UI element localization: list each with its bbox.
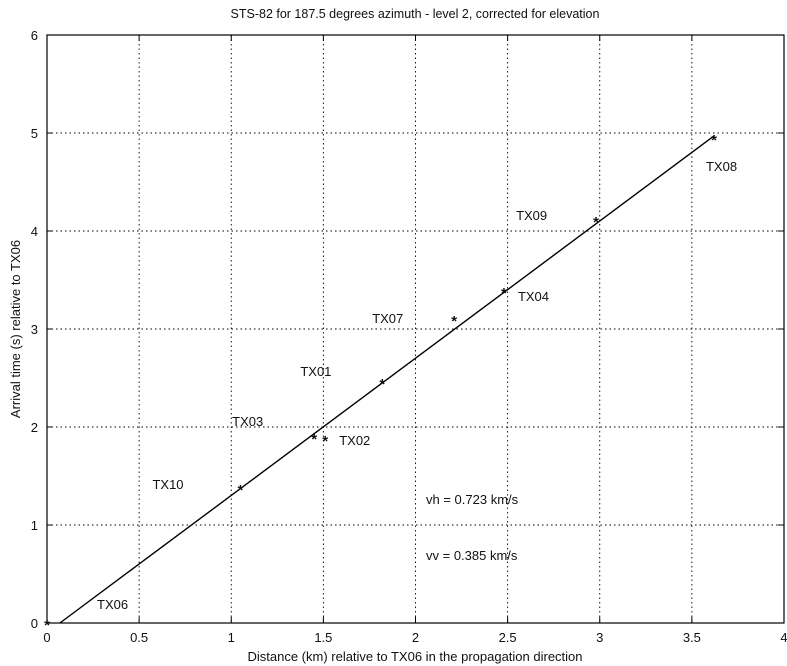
x-tick-label: 1 (228, 630, 235, 645)
y-tick-label: 2 (31, 420, 38, 435)
point-label-tx08: TX08 (706, 159, 737, 174)
y-axis: 0 1 2 3 4 5 6 (31, 28, 784, 631)
data-points: * * * * * * * * * (44, 132, 717, 634)
data-point-tx04: * (501, 285, 507, 302)
point-label-tx09: TX09 (516, 208, 547, 223)
point-label-tx01: TX01 (300, 364, 331, 379)
data-point-tx03: * (311, 431, 317, 448)
data-point-tx07: * (451, 313, 457, 330)
x-tick-label: 0 (43, 630, 50, 645)
data-point-tx06: * (44, 617, 50, 634)
x-tick-label: 2 (412, 630, 419, 645)
x-tick-label: 1.5 (314, 630, 332, 645)
x-tick-label: 0.5 (130, 630, 148, 645)
y-tick-label: 1 (31, 518, 38, 533)
data-point-tx08: * (711, 132, 717, 149)
annotation-vh: vh = 0.723 km/s (426, 492, 519, 507)
y-tick-label: 6 (31, 28, 38, 43)
data-point-tx10: * (238, 482, 244, 499)
chart-title: STS-82 for 187.5 degrees azimuth - level… (231, 7, 600, 21)
grid (47, 35, 784, 623)
x-tick-label: 2.5 (499, 630, 517, 645)
data-point-tx02: * (322, 433, 328, 450)
y-tick-label: 4 (31, 224, 38, 239)
y-tick-label: 5 (31, 126, 38, 141)
point-label-tx06: TX06 (97, 597, 128, 612)
x-tick-label: 3 (596, 630, 603, 645)
point-label-tx07: TX07 (372, 311, 403, 326)
y-tick-label: 0 (31, 616, 38, 631)
fit-line (59, 135, 715, 624)
x-axis: 0 0.5 1 1.5 2 2.5 3 3.5 4 (43, 35, 787, 645)
x-tick-label: 4 (780, 630, 787, 645)
x-axis-label: Distance (km) relative to TX06 in the pr… (247, 649, 582, 664)
y-tick-label: 3 (31, 322, 38, 337)
x-tick-label: 3.5 (683, 630, 701, 645)
point-label-tx02: TX02 (339, 433, 370, 448)
y-axis-label: Arrival time (s) relative to TX06 (8, 240, 23, 418)
point-label-tx10: TX10 (152, 477, 183, 492)
point-label-tx04: TX04 (518, 289, 549, 304)
data-point-tx09: * (593, 214, 599, 231)
point-label-tx03: TX03 (232, 414, 263, 429)
data-point-tx01: * (379, 376, 385, 393)
annotation-vv: vv = 0.385 km/s (426, 548, 518, 563)
point-labels: TX06 TX10 TX03 TX02 TX01 TX07 TX04 TX09 TX08 (97, 159, 737, 612)
